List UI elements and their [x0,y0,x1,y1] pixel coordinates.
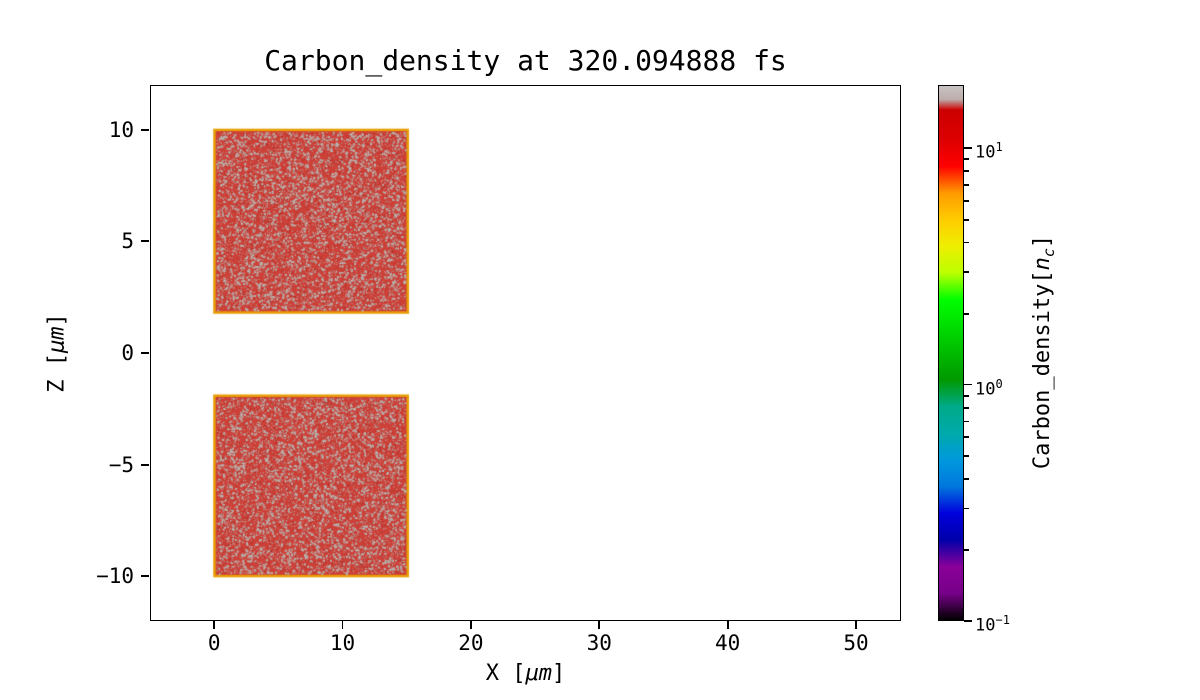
density-plot-canvas [150,85,901,621]
colorbar-minor-tick [964,218,969,221]
x-axis-label: X [μm] [150,661,901,686]
colorbar-minor-tick [964,549,969,552]
y-axis-tick [141,240,149,243]
y-tick-label: −5 [108,452,134,477]
colorbar-label: Carbon_density[nc] [1030,235,1058,469]
colorbar-tick-exponent: −1 [995,613,1010,627]
x-axis-label-pre: X [ [485,661,526,686]
colorbar-tick-base: 10 [975,142,996,163]
colorbar-minor-tick [964,420,969,423]
colorbar-minor-tick [964,158,969,161]
x-tick-label: 20 [458,631,484,655]
colorbar-tick-exponent: 0 [995,376,1003,391]
colorbar-label-subscript: c [1040,248,1059,258]
x-axis-tick [213,621,216,629]
colorbar-minor-tick [964,170,969,173]
y-axis-label-pre: Z [ [44,353,70,393]
colorbar [938,85,964,621]
colorbar-tick [964,383,972,386]
colorbar-minor-tick [964,312,969,315]
y-axis-tick [141,352,149,354]
colorbar-tick-base: 10 [975,615,996,636]
colorbar-minor-tick [964,406,969,409]
colorbar-minor-tick [964,478,969,480]
x-axis-tick [341,621,344,629]
x-tick-label: 30 [586,631,612,655]
colorbar-minor-tick [964,241,969,244]
colorbar-label-post: ] [1029,234,1055,249]
y-axis-label-post: ] [44,313,70,327]
colorbar-label-pre: Carbon_density[ [1029,270,1055,470]
colorbar-tick-exponent: 1 [995,140,1003,155]
y-tick-label: 10 [108,117,134,142]
y-tick-label: −10 [96,564,134,589]
x-axis-label-post: ] [552,661,566,686]
y-axis-tick [141,463,149,466]
colorbar-tick-base: 10 [975,379,996,400]
chart-title-text: Carbon_density at 320.094888 fs [264,44,787,77]
colorbar-minor-tick [964,394,969,397]
colorbar-tick-label: 10−1 [975,610,1010,636]
y-axis-label: Z [μm] [45,313,70,393]
x-axis-tick [470,621,472,629]
y-axis-tick [141,575,149,578]
x-axis-tick [726,621,729,629]
x-axis-tick [855,621,857,629]
colorbar-tick-label: 101 [975,137,1003,163]
colorbar-minor-tick [964,436,969,439]
colorbar-minor-tick [964,271,969,273]
x-tick-label: 40 [715,631,741,655]
y-axis-label-unit: μm [44,326,70,354]
colorbar-minor-tick [964,200,969,202]
colorbar-tick [964,147,972,150]
y-tick-label: 5 [121,229,134,254]
y-tick-label: 0 [121,341,134,365]
chart-title: Carbon_density at 320.094888 fs [150,44,901,77]
x-axis-label-unit: μm [525,661,553,686]
x-tick-label: 0 [207,631,221,655]
y-axis-tick [141,128,149,131]
x-tick-label: 50 [843,631,869,655]
colorbar-minor-tick [964,455,969,457]
colorbar-label-symbol: n [1029,257,1055,271]
colorbar-minor-tick [964,184,969,186]
x-axis-tick [598,621,601,629]
colorbar-tick-label: 100 [975,374,1003,400]
colorbar-tick [964,620,972,622]
colorbar-minor-tick [964,507,969,510]
x-tick-label: 10 [329,631,356,655]
